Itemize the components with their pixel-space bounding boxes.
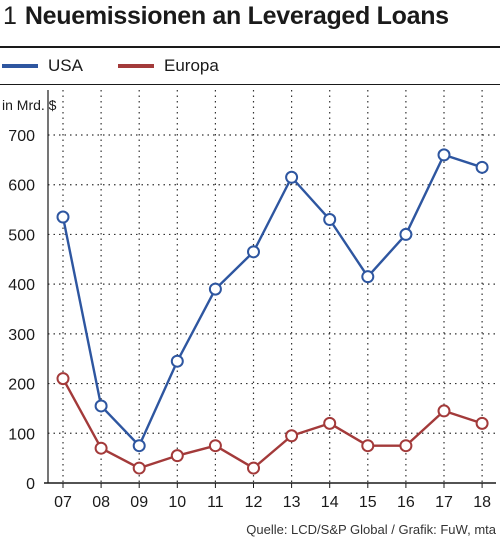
y-tick-label: 400 [8,277,35,294]
y-tick-label: 500 [8,227,35,244]
x-tick-label: 14 [321,494,339,511]
y-tick-label: 200 [8,377,35,394]
y-tick-label: 600 [8,178,35,195]
data-point-usa [132,439,146,453]
x-tick-label: 16 [397,494,415,511]
y-tick-label: 0 [26,476,35,493]
legend-divider [0,84,500,85]
chart-title-text: Neuemissionen an Leveraged Loans [24,2,449,30]
y-unit-label: in Mrd. $ [2,97,57,113]
legend-label-europa: Europa [164,56,219,75]
legend-label-usa: USA [48,56,83,75]
data-point-usa [170,354,184,368]
data-point-europa [285,429,299,443]
data-point-europa [323,416,337,430]
legend-swatch-europa [118,64,154,68]
data-point-europa [361,439,375,453]
x-tick-label: 08 [92,494,110,511]
x-tick-label: 18 [473,494,491,511]
x-tick-label: 09 [130,494,148,511]
legend-item-europa: Europa [118,56,219,76]
data-point-usa [475,160,489,174]
data-point-europa [132,461,146,475]
data-point-europa [475,416,489,430]
x-tick-label: 15 [359,494,377,511]
data-point-europa [399,439,413,453]
data-point-usa [94,399,108,413]
y-tick-label: 700 [8,128,35,145]
chart-number: 1 [3,2,17,30]
data-point-usa [208,282,222,296]
data-point-usa [399,227,413,241]
legend-item-usa: USA [2,56,83,76]
data-point-europa [437,404,451,418]
x-tick-label: 12 [245,494,263,511]
data-point-usa [285,170,299,184]
title-divider [0,46,500,48]
data-point-usa [56,210,70,224]
series-line-usa [61,153,483,447]
y-tick-label: 300 [8,327,35,344]
data-point-europa [56,372,70,386]
x-tick-label: 07 [54,494,72,511]
data-point-europa [94,441,108,455]
legend-swatch-usa [2,64,38,68]
data-point-usa [437,148,451,162]
data-point-europa [170,449,184,463]
x-tick-label: 11 [207,494,224,511]
x-tick-label: 17 [435,494,453,511]
y-tick-label: 100 [8,426,35,443]
x-tick-label: 10 [168,494,186,511]
chart-title: 1 Neuemissionen an Leveraged Loans [0,2,500,42]
source-note: Quelle: LCD/S&P Global / Grafik: FuW, mt… [246,522,496,537]
x-tick-label: 13 [283,494,301,511]
data-point-europa [208,439,222,453]
data-point-usa [361,270,375,284]
data-point-usa [247,245,260,259]
legend: USA Europa [0,56,500,78]
series-line-europa [61,378,483,470]
data-point-europa [247,461,260,475]
data-point-usa [323,213,337,227]
